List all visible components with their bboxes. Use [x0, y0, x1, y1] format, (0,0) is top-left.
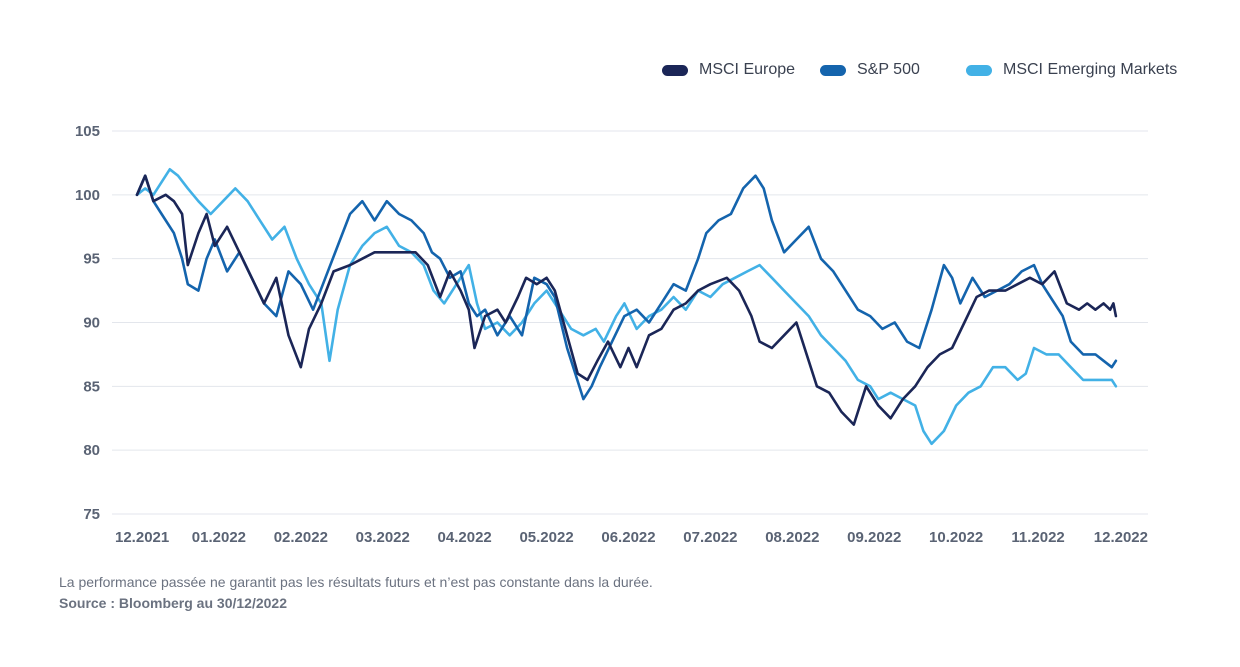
legend-label: S&P 500: [857, 61, 920, 78]
x-tick-label: 10.2022: [929, 529, 983, 546]
x-axis: 12.2021 01.2022 02.2022 03.2022 04.2022 05.20…: [115, 529, 1148, 546]
y-tick-label: 75: [83, 506, 100, 523]
x-tick-label: 02.2022: [274, 529, 328, 546]
legend-label: MSCI Emerging Markets: [1003, 61, 1178, 78]
y-tick-label: 95: [83, 251, 100, 268]
legend-swatch: [966, 64, 992, 76]
y-tick-label: 105: [75, 123, 100, 140]
series-line-s-p-500: [135, 174, 1118, 401]
grid-lines: [112, 130, 1148, 515]
legend-swatch: [662, 64, 688, 76]
y-tick-label: 100: [75, 187, 100, 204]
source-note: Source : Bloomberg au 30/12/2022: [59, 595, 287, 611]
y-axis: 75 80 85 90 95 100 105: [75, 123, 100, 523]
x-tick-label: 12.2022: [1094, 529, 1148, 546]
legend-swatch: [820, 64, 846, 76]
legend-label: MSCI Europe: [699, 61, 796, 78]
series-lines: [135, 168, 1118, 446]
y-tick-label: 80: [83, 442, 100, 459]
series-line-msci-emerging-markets: [135, 168, 1118, 446]
y-tick-label: 85: [83, 378, 100, 395]
legend-item: S&P 500: [820, 58, 920, 82]
x-tick-label: 03.2022: [356, 529, 410, 546]
x-tick-label: 04.2022: [438, 529, 492, 546]
x-tick-label: 11.2022: [1011, 529, 1064, 546]
y-tick-label: 90: [83, 315, 100, 332]
x-tick-label: 08.2022: [765, 529, 819, 546]
disclaimer-note: La performance passée ne garantit pas le…: [59, 574, 653, 590]
x-tick-label: 05.2022: [519, 529, 573, 546]
x-tick-label: 07.2022: [683, 529, 737, 546]
legend-item: MSCI Europe: [662, 58, 795, 82]
x-tick-label: 06.2022: [601, 529, 655, 546]
legend-item: MSCI Emerging Markets: [966, 58, 1177, 82]
x-tick-label: 12.2021: [115, 529, 169, 546]
series-line-msci-europe: [135, 174, 1118, 426]
x-tick-label: 09.2022: [847, 529, 901, 546]
x-tick-label: 01.2022: [192, 529, 246, 546]
